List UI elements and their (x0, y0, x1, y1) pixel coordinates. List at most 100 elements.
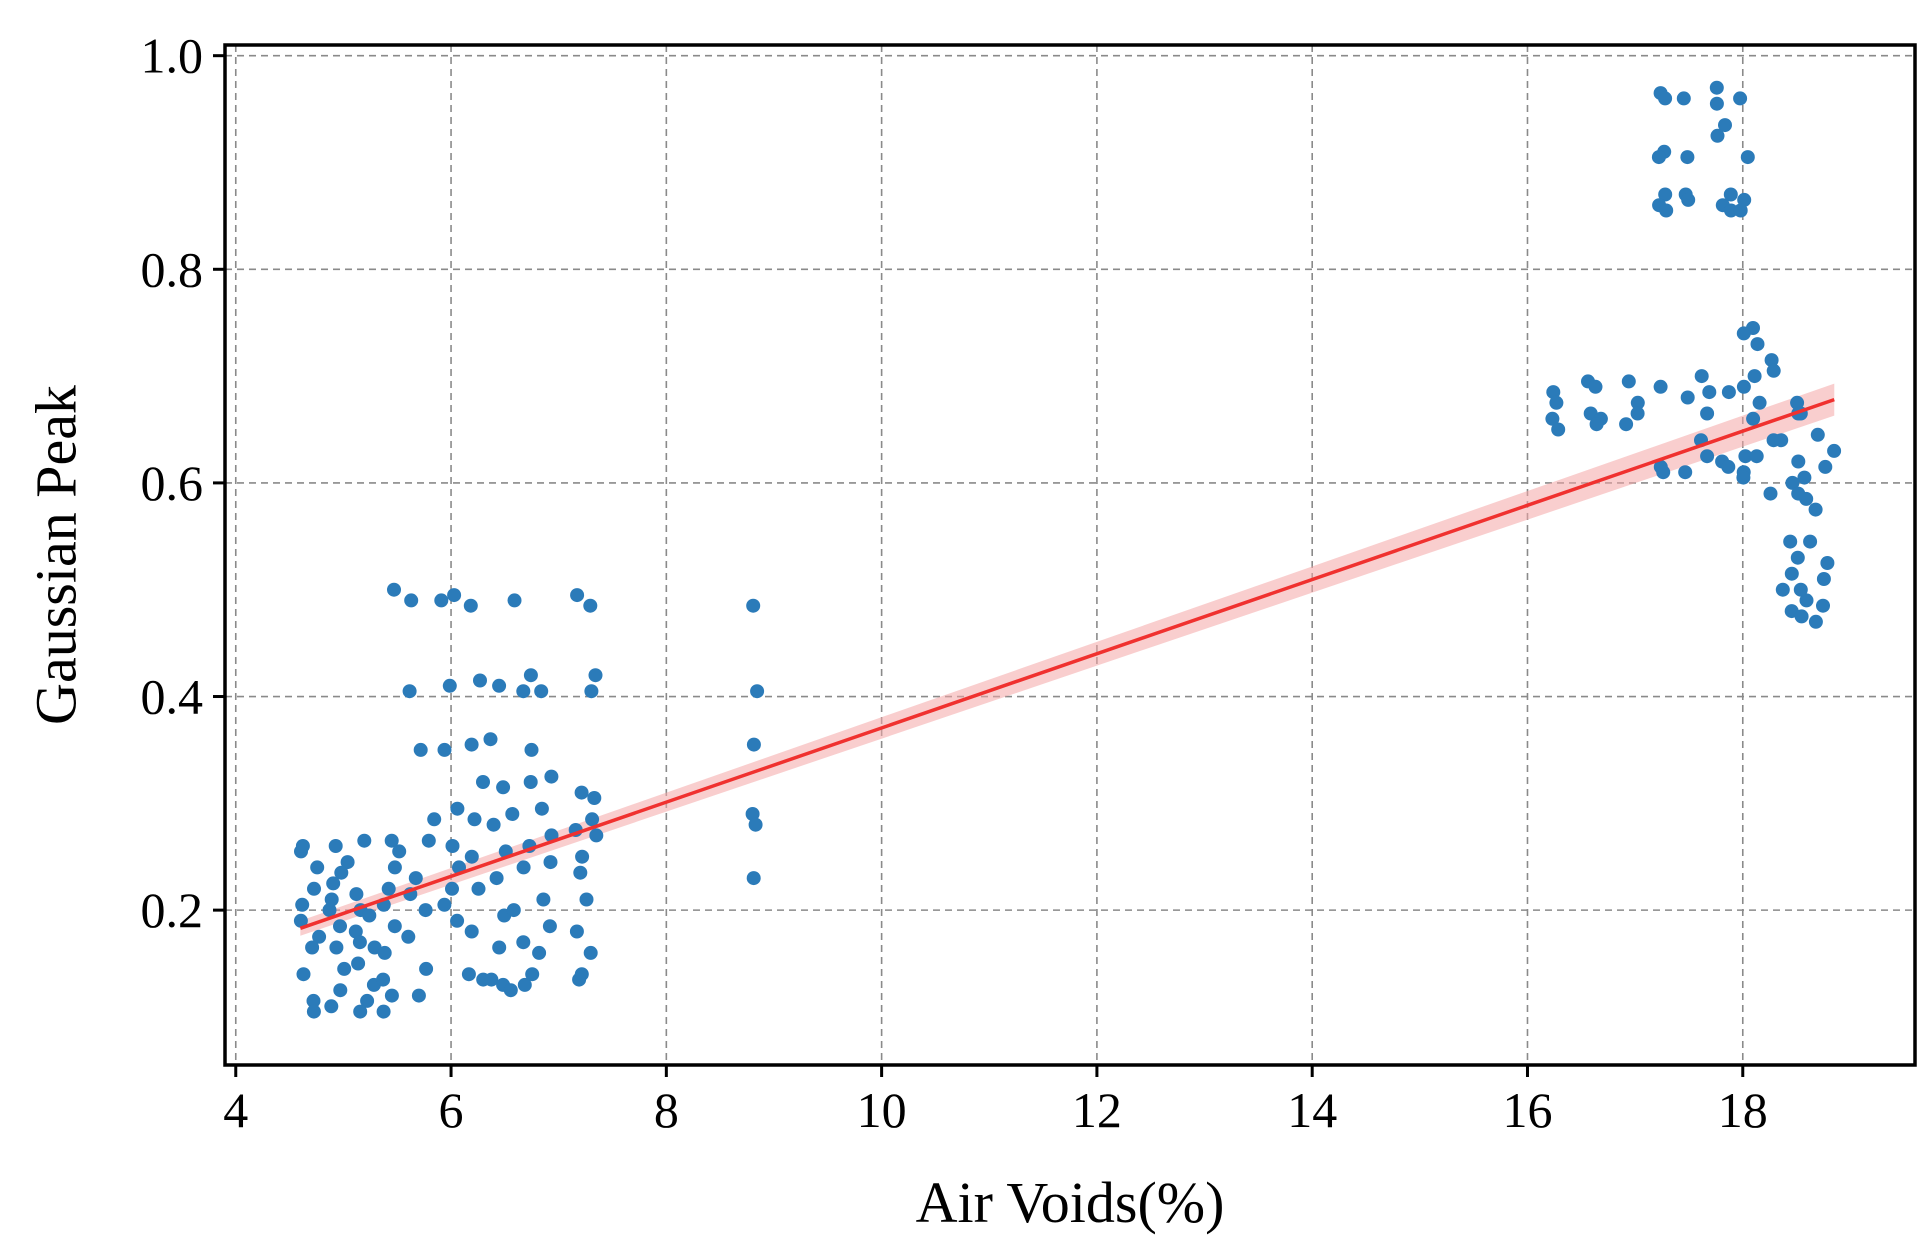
data-point (437, 897, 452, 912)
data-point (517, 977, 532, 992)
data-point (1709, 96, 1724, 111)
data-point (1700, 449, 1715, 464)
x-tick-label: 18 (1718, 1082, 1768, 1138)
data-point (1808, 502, 1823, 517)
data-point (1774, 433, 1789, 448)
data-point (516, 684, 531, 699)
data-point (464, 924, 479, 939)
data-point (1546, 385, 1561, 400)
x-tick-label: 10 (857, 1082, 907, 1138)
data-point (492, 678, 507, 693)
data-point (427, 812, 442, 827)
data-point (585, 812, 600, 827)
data-point (1724, 203, 1738, 218)
x-tick-label: 16 (1502, 1082, 1552, 1138)
data-point (536, 892, 551, 907)
data-point (381, 881, 396, 896)
data-point (573, 865, 588, 880)
data-point (574, 785, 589, 800)
data-point (402, 684, 417, 699)
data-point (569, 924, 584, 939)
data-point (489, 871, 504, 886)
data-point (392, 844, 407, 859)
confidence-band (300, 383, 1835, 936)
data-point (357, 833, 372, 848)
data-point (463, 598, 478, 613)
data-point (445, 881, 459, 896)
data-point (296, 967, 311, 982)
data-point (1820, 556, 1835, 570)
y-tick-label: 1.0 (141, 28, 204, 84)
data-point (387, 860, 402, 875)
data-point (1793, 582, 1808, 597)
data-point (413, 742, 428, 757)
data-point (1621, 374, 1636, 389)
data-point (1549, 395, 1564, 410)
data-point (542, 919, 557, 934)
data-point (418, 903, 433, 918)
data-point (334, 865, 349, 880)
data-point (496, 780, 511, 795)
data-point (360, 993, 375, 1008)
data-point (516, 935, 531, 950)
data-point (467, 812, 482, 827)
data-point (1659, 203, 1674, 218)
data-point (1736, 470, 1751, 485)
y-tick-label: 0.4 (141, 669, 204, 725)
data-point (583, 945, 598, 960)
x-tick-label: 12 (1072, 1082, 1122, 1138)
data-point (1791, 486, 1806, 501)
data-point (411, 988, 426, 1003)
data-point (471, 881, 486, 896)
data-point (348, 924, 363, 939)
data-point (295, 897, 310, 912)
data-point (1619, 417, 1634, 432)
y-tick-label: 0.8 (141, 241, 204, 297)
data-point (352, 935, 367, 950)
data-point (1702, 385, 1717, 400)
data-point (1747, 369, 1762, 384)
data-point (1763, 486, 1778, 501)
data-point (1810, 427, 1825, 442)
data-point (584, 684, 599, 699)
data-point (445, 839, 460, 853)
data-point (1630, 395, 1645, 410)
x-axis-title: Air Voids(%) (916, 1170, 1225, 1235)
data-point (523, 668, 538, 683)
data-point (1680, 150, 1695, 165)
data-point (404, 593, 419, 608)
data-point (376, 1004, 391, 1019)
data-point (1737, 192, 1752, 207)
data-point (523, 775, 538, 789)
data-point (1721, 459, 1736, 474)
data-point (575, 849, 590, 864)
data-point (1750, 337, 1765, 352)
data-point (1827, 443, 1842, 458)
data-point (484, 972, 499, 987)
data-point (588, 668, 603, 683)
data-point (746, 737, 761, 752)
y-tick-label: 0.6 (141, 455, 204, 511)
data-point (450, 801, 465, 816)
data-point (534, 801, 549, 816)
data-point (1651, 150, 1666, 165)
data-point (1551, 422, 1566, 437)
data-point (328, 839, 343, 853)
data-point (1653, 379, 1668, 394)
data-point (377, 945, 392, 960)
data-point (1797, 470, 1812, 485)
data-point (349, 887, 364, 902)
data-point (362, 908, 377, 923)
data-point (1785, 475, 1800, 490)
data-point (1710, 128, 1725, 143)
data-point (544, 769, 559, 784)
data-point (486, 817, 501, 832)
data-point (1738, 449, 1753, 464)
data-point (1545, 411, 1560, 426)
data-point (1658, 91, 1673, 106)
data-point (306, 1004, 321, 1019)
data-point (1816, 598, 1830, 613)
data-point (337, 961, 352, 976)
regression-line (299, 397, 1835, 930)
data-point (1752, 395, 1767, 410)
